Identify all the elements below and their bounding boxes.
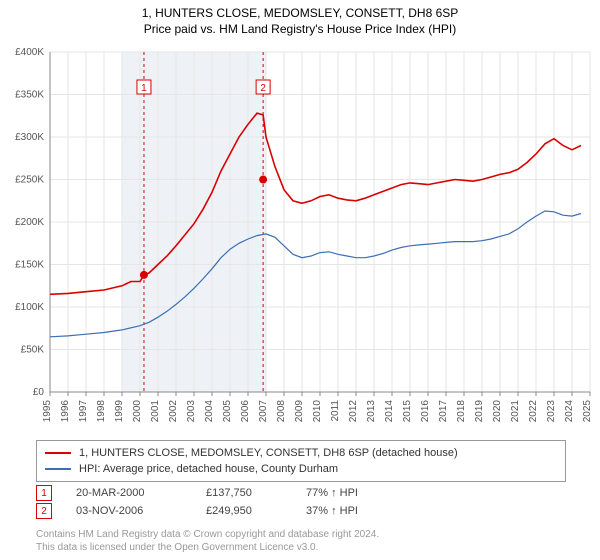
svg-text:1999: 1999 <box>114 400 125 423</box>
footer-line-2: This data is licensed under the Open Gov… <box>36 542 379 555</box>
svg-text:£100K: £100K <box>15 302 44 313</box>
svg-text:2: 2 <box>260 83 266 94</box>
svg-text:1997: 1997 <box>78 400 89 423</box>
svg-text:£400K: £400K <box>15 47 44 58</box>
legend-swatch-1 <box>45 452 71 454</box>
sale-marker-2: 2 <box>36 503 52 519</box>
svg-text:2023: 2023 <box>546 400 557 423</box>
svg-text:2021: 2021 <box>510 400 521 423</box>
sale-price-2: £249,950 <box>206 505 306 517</box>
sale-date-2: 03-NOV-2006 <box>76 505 206 517</box>
sale-row-1: 1 20-MAR-2000 £137,750 77% ↑ HPI <box>36 484 566 502</box>
svg-text:1995: 1995 <box>42 400 53 423</box>
attribution-footer: Contains HM Land Registry data © Crown c… <box>36 529 379 554</box>
footer-line-1: Contains HM Land Registry data © Crown c… <box>36 529 379 542</box>
sale-marker-1: 1 <box>36 485 52 501</box>
svg-text:2001: 2001 <box>150 400 161 423</box>
chart-title: 1, HUNTERS CLOSE, MEDOMSLEY, CONSETT, DH… <box>0 0 600 36</box>
svg-text:1: 1 <box>141 83 147 94</box>
svg-text:£250K: £250K <box>15 175 44 186</box>
sale-pct-1: 77% ↑ HPI <box>306 487 386 499</box>
svg-text:£350K: £350K <box>15 90 44 101</box>
svg-text:2019: 2019 <box>474 400 485 423</box>
svg-text:2007: 2007 <box>258 400 269 423</box>
legend-item-price-paid: 1, HUNTERS CLOSE, MEDOMSLEY, CONSETT, DH… <box>45 445 557 461</box>
sale-price-1: £137,750 <box>206 487 306 499</box>
svg-text:£300K: £300K <box>15 132 44 143</box>
svg-text:2013: 2013 <box>366 400 377 423</box>
svg-text:£50K: £50K <box>21 345 45 356</box>
svg-text:2005: 2005 <box>222 400 233 423</box>
svg-text:2018: 2018 <box>456 400 467 423</box>
svg-text:1996: 1996 <box>60 400 71 423</box>
svg-text:2011: 2011 <box>330 400 341 422</box>
title-line-1: 1, HUNTERS CLOSE, MEDOMSLEY, CONSETT, DH… <box>0 6 600 20</box>
price-chart: £0 £50K £100K £150K £200K £250K £300K £350K £400… <box>0 42 600 432</box>
svg-text:2010: 2010 <box>312 400 323 423</box>
svg-text:£0: £0 <box>33 387 45 398</box>
legend: 1, HUNTERS CLOSE, MEDOMSLEY, CONSETT, DH… <box>36 440 566 482</box>
svg-text:2016: 2016 <box>420 400 431 423</box>
sale-date-1: 20-MAR-2000 <box>76 487 206 499</box>
svg-text:2022: 2022 <box>528 400 539 423</box>
svg-text:1998: 1998 <box>96 400 107 423</box>
sale-row-2: 2 03-NOV-2006 £249,950 37% ↑ HPI <box>36 502 566 520</box>
sale-pct-2: 37% ↑ HPI <box>306 505 386 517</box>
svg-text:£200K: £200K <box>15 217 44 228</box>
svg-text:2012: 2012 <box>348 400 359 423</box>
svg-text:2002: 2002 <box>168 400 179 423</box>
svg-text:2003: 2003 <box>186 400 197 423</box>
legend-label-1: 1, HUNTERS CLOSE, MEDOMSLEY, CONSETT, DH… <box>79 447 458 459</box>
svg-text:2008: 2008 <box>276 400 287 423</box>
legend-swatch-2 <box>45 468 71 470</box>
legend-item-hpi: HPI: Average price, detached house, Coun… <box>45 461 557 477</box>
svg-text:2006: 2006 <box>240 400 251 423</box>
title-line-2: Price paid vs. HM Land Registry's House … <box>0 22 600 36</box>
svg-text:2015: 2015 <box>402 400 413 423</box>
svg-text:2004: 2004 <box>204 400 215 423</box>
svg-text:2017: 2017 <box>438 400 449 423</box>
svg-text:2020: 2020 <box>492 400 503 423</box>
svg-text:2014: 2014 <box>384 400 395 423</box>
svg-text:2024: 2024 <box>564 400 575 423</box>
sale-events: 1 20-MAR-2000 £137,750 77% ↑ HPI 2 03-NO… <box>36 484 566 520</box>
svg-text:2025: 2025 <box>582 400 593 423</box>
svg-text:£150K: £150K <box>15 260 44 271</box>
svg-text:2009: 2009 <box>294 400 305 423</box>
svg-text:2000: 2000 <box>132 400 143 423</box>
legend-label-2: HPI: Average price, detached house, Coun… <box>79 463 338 475</box>
